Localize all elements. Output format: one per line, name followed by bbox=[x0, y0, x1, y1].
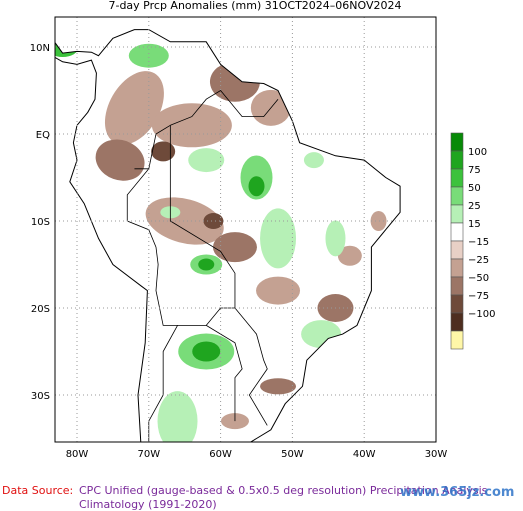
anomaly-area bbox=[260, 208, 297, 269]
anomaly-area bbox=[370, 211, 387, 231]
legend-label: −15 bbox=[468, 237, 489, 248]
anomaly-area bbox=[212, 232, 257, 263]
anomaly-area bbox=[151, 103, 232, 148]
legend-label: −100 bbox=[468, 309, 495, 320]
anomaly-area bbox=[301, 320, 342, 349]
lat-label: 10N bbox=[30, 43, 50, 54]
anomaly-area bbox=[55, 37, 79, 57]
legend-swatch bbox=[450, 204, 464, 224]
legend-label: 75 bbox=[468, 165, 481, 176]
map-area bbox=[55, 17, 436, 442]
legend-swatch bbox=[450, 132, 464, 152]
source-label: Data Source: bbox=[2, 484, 73, 497]
map-title: 7-day Prcp Anomalies (mm) 31OCT2024–06NO… bbox=[108, 0, 401, 12]
border bbox=[134, 124, 171, 170]
lon-label: 60W bbox=[209, 449, 232, 460]
legend-swatch bbox=[450, 312, 464, 332]
legend-swatch bbox=[450, 294, 464, 314]
legend-swatch bbox=[450, 276, 464, 296]
legend-label: 25 bbox=[468, 201, 481, 212]
legend: 100 75 50 25 15 −15 −25 −50 −75 −100 bbox=[450, 132, 495, 350]
legend-swatch bbox=[450, 186, 464, 206]
lon-label: 50W bbox=[281, 449, 304, 460]
coastline bbox=[55, 17, 401, 442]
legend-swatch bbox=[450, 150, 464, 170]
anomaly-area bbox=[203, 213, 224, 229]
legend-swatch bbox=[450, 240, 464, 260]
lat-label: 30S bbox=[31, 391, 50, 402]
border bbox=[126, 168, 235, 326]
anomaly-area bbox=[337, 245, 362, 266]
climatology-text: Climatology (1991-2020) bbox=[79, 498, 217, 511]
legend-label: 50 bbox=[468, 183, 481, 194]
lat-label: 20S bbox=[31, 304, 50, 315]
anomaly-area bbox=[256, 276, 301, 305]
legend-label: 100 bbox=[468, 147, 487, 158]
anomaly-area bbox=[157, 391, 198, 442]
border bbox=[206, 325, 243, 422]
source-text: CPC Unified (gauge-based & 0.5x0.5 deg r… bbox=[79, 484, 488, 497]
legend-label: −50 bbox=[468, 273, 489, 284]
anomaly-area bbox=[248, 176, 265, 197]
lat-label: EQ bbox=[36, 130, 50, 141]
anomaly-area bbox=[188, 148, 225, 173]
legend-swatch bbox=[450, 222, 464, 242]
anomaly-area bbox=[198, 258, 215, 271]
border bbox=[169, 125, 268, 426]
anomaly-area bbox=[128, 43, 169, 68]
lat-label: 10S bbox=[31, 217, 50, 228]
legend-swatch bbox=[450, 168, 464, 188]
lon-label: 70W bbox=[137, 449, 160, 460]
anomaly-area bbox=[151, 141, 176, 162]
border bbox=[170, 89, 279, 126]
legend-swatch bbox=[450, 258, 464, 278]
legend-swatch bbox=[450, 330, 464, 350]
lon-label: 40W bbox=[353, 449, 376, 460]
lon-label: 30W bbox=[425, 449, 448, 460]
anomaly-area bbox=[303, 152, 324, 169]
anomaly-area bbox=[192, 341, 221, 362]
watermark: www.365jz.com bbox=[400, 485, 514, 500]
legend-label: −25 bbox=[468, 255, 489, 266]
lon-label: 80W bbox=[66, 449, 89, 460]
map-frame bbox=[54, 16, 437, 443]
legend-label: 15 bbox=[468, 219, 481, 230]
anomaly-area bbox=[209, 61, 260, 102]
anomaly-area bbox=[95, 139, 145, 181]
legend-label: −75 bbox=[468, 291, 489, 302]
land bbox=[55, 17, 401, 442]
anomaly-area bbox=[325, 220, 346, 257]
anomaly-area bbox=[260, 378, 297, 395]
